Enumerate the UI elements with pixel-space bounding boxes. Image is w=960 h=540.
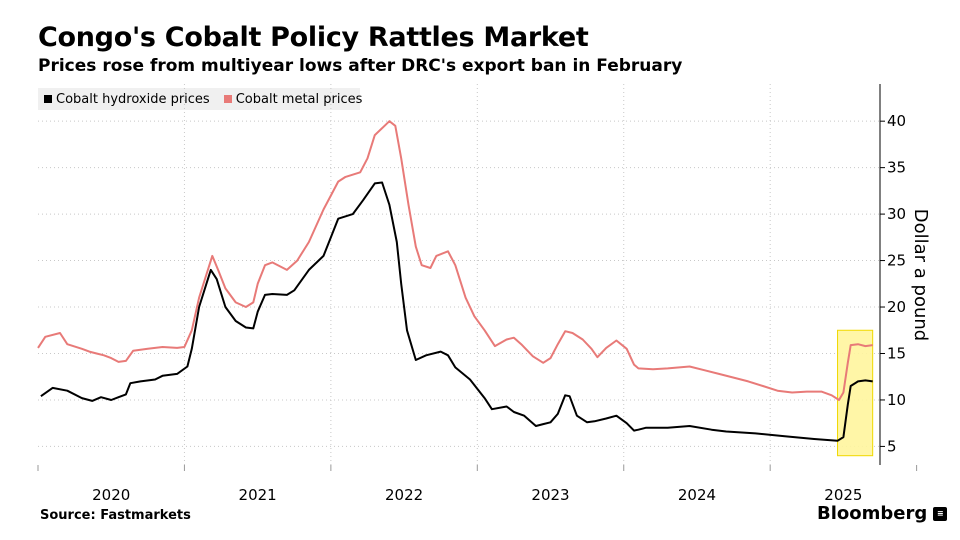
- legend-swatch-metal: [223, 95, 232, 103]
- legend-item-metal: Cobalt metal prices: [223, 91, 363, 107]
- legend-swatch-hydroxide: [44, 95, 52, 103]
- x-tick-label: 2022: [385, 486, 423, 504]
- brand-mark-icon: ≡: [933, 506, 948, 521]
- chart-title: Congo's Cobalt Policy Rattles Market: [38, 22, 589, 53]
- x-tick-label: 2020: [92, 486, 130, 504]
- legend-label-hydroxide: Cobalt hydroxide prices: [56, 91, 210, 107]
- chart-legend: Cobalt hydroxide prices Cobalt metal pri…: [38, 88, 363, 110]
- brand-logo: Bloomberg ≡: [817, 503, 948, 524]
- series-line-metal: [37, 120, 873, 401]
- y-axis-label: Dollar a pound: [910, 209, 931, 341]
- x-tick-label: 2023: [531, 486, 569, 504]
- y-tick-label: 20: [887, 298, 906, 316]
- x-tick-label: 2025: [824, 486, 862, 504]
- x-tick-label: 2024: [678, 486, 716, 504]
- grid: [38, 84, 880, 465]
- chart-subtitle: Prices rose from multiyear lows after DR…: [38, 56, 683, 76]
- y-tick-label: 15: [887, 344, 906, 362]
- legend-item-hydroxide: Cobalt hydroxide prices: [44, 92, 210, 107]
- x-tick-label: 2021: [239, 486, 277, 504]
- y-tick-label: 25: [887, 252, 906, 270]
- source-note: Source: Fastmarkets: [40, 508, 191, 523]
- brand-name: Bloomberg: [817, 503, 928, 524]
- y-tick-label: 5: [887, 437, 897, 455]
- y-tick-label: 40: [887, 112, 906, 130]
- y-tick-label: 30: [887, 205, 906, 223]
- y-tick-label: 10: [887, 391, 906, 409]
- series-line-hydroxide: [40, 181, 873, 442]
- y-tick-label: 35: [887, 159, 906, 177]
- legend-label-metal: Cobalt metal prices: [235, 91, 363, 107]
- series-layer: [37, 120, 873, 442]
